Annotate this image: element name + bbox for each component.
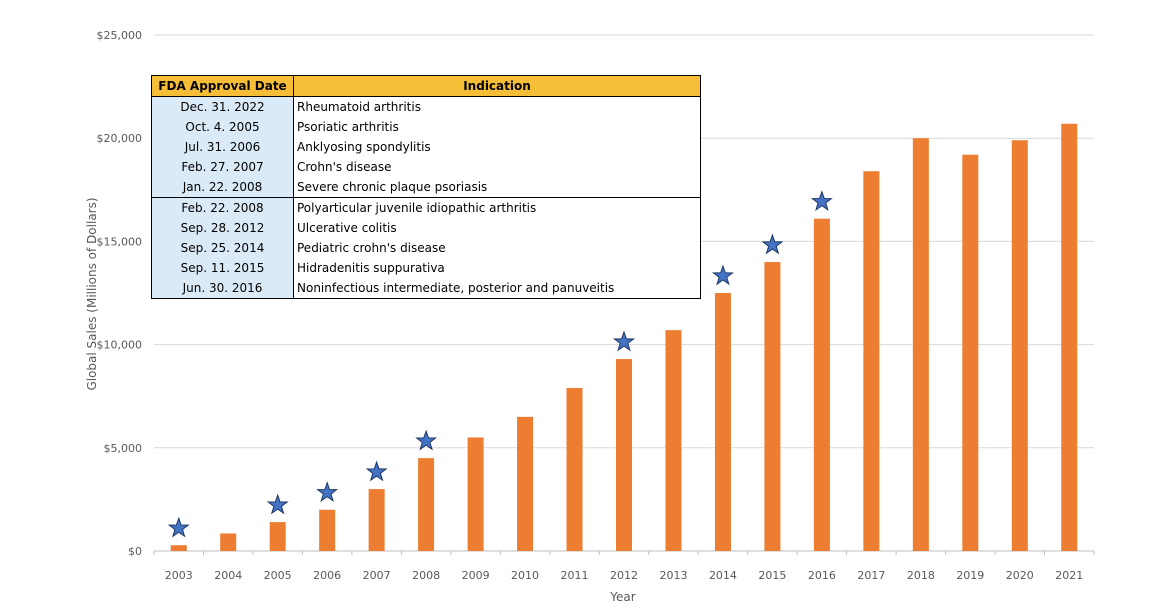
x-tick-label: 2003	[165, 569, 193, 582]
approval-star-marker	[167, 516, 190, 538]
approval-date-cell: Feb. 27. 2007	[151, 157, 294, 177]
x-tick-label: 2006	[313, 569, 341, 582]
x-tick-label: 2008	[412, 569, 440, 582]
y-axis-ticks: $0 $5,000 $10,000 $15,000 $20,000 $25,000	[97, 29, 143, 558]
x-tick-label: 2012	[610, 569, 638, 582]
table-row: Feb. 22. 2008 Polyarticular juvenile idio…	[151, 197, 701, 218]
bar-2020	[1011, 140, 1028, 552]
approval-date-cell: Sep. 11. 2015	[151, 258, 294, 278]
approval-date-cell: Jun. 30. 2016	[151, 278, 294, 299]
x-tick-label: 2007	[363, 569, 391, 582]
approval-markers	[167, 190, 833, 538]
bar-2021	[1061, 123, 1078, 551]
bar-2006	[319, 509, 336, 551]
table-row: Sep. 11. 2015 Hidradenitis suppurativa	[151, 258, 701, 278]
bars	[170, 123, 1078, 552]
bar-2004	[220, 533, 237, 551]
table-row: Sep. 25. 2014 Pediatric crohn's disease	[151, 238, 701, 258]
approval-date-cell: Sep. 25. 2014	[151, 238, 294, 258]
x-tick-label: 2020	[1006, 569, 1034, 582]
table-row: Jun. 30. 2016 Noninfectious intermediate,…	[151, 278, 701, 299]
bar-2019	[962, 154, 979, 551]
bar-2009	[467, 437, 484, 551]
bar-2012	[616, 359, 632, 551]
table-row: Sep. 28. 2012 Ulcerative colitis	[151, 218, 701, 238]
x-tick-label: 2019	[956, 569, 984, 582]
y-tick-label: $10,000	[97, 339, 143, 352]
indication-cell: Anklyosing spondylitis	[293, 137, 701, 157]
approval-date-cell: Jul. 31. 2006	[151, 137, 294, 157]
indication-cell: Psoriatic arthritis	[293, 117, 701, 137]
approval-star-marker	[761, 233, 784, 255]
approval-star-marker	[810, 190, 833, 212]
x-tick-label: 2021	[1055, 569, 1083, 582]
table-row: Feb. 27. 2007 Crohn's disease	[151, 157, 701, 177]
x-tick-label: 2014	[709, 569, 737, 582]
x-tick-label: 2005	[264, 569, 292, 582]
approval-star-marker	[266, 493, 289, 515]
approval-date-cell: Oct. 4. 2005	[151, 117, 294, 137]
y-axis-title: Global Sales (Millions of Dollars)	[85, 197, 99, 390]
indication-cell: Noninfectious intermediate, posterior an…	[293, 278, 701, 299]
y-tick-label: $25,000	[97, 29, 143, 42]
x-tick-label: 2010	[511, 569, 539, 582]
table-row: Jan. 22. 2008 Severe chronic plaque psori…	[151, 177, 701, 198]
x-tick-label: 2013	[659, 569, 687, 582]
indication-cell: Pediatric crohn's disease	[293, 238, 701, 258]
approval-star-marker	[711, 264, 734, 286]
bar-2005	[269, 522, 286, 551]
bar-2014	[714, 293, 731, 551]
y-tick-label: $0	[128, 545, 142, 558]
table-body: Dec. 31. 2022 Rheumatoid arthritis Oct. 4.…	[151, 96, 701, 299]
indication-cell: Polyarticular juvenile idiopathic arthri…	[293, 197, 701, 218]
x-tick-label: 2009	[462, 569, 490, 582]
approval-star-marker	[316, 481, 339, 503]
y-tick-label: $5,000	[104, 442, 143, 455]
bar-2016	[813, 218, 830, 552]
x-axis-ticks: 2003 2004 2005 2006 2007 2008 2009 2010 2011 2012…	[165, 569, 1084, 582]
indication-cell: Hidradenitis suppurativa	[293, 258, 701, 278]
bar-2011	[566, 387, 583, 551]
indication-cell: Ulcerative colitis	[293, 218, 701, 238]
table-header-row: FDA Approval Date Indication	[151, 75, 701, 97]
x-tick-label: 2016	[808, 569, 836, 582]
x-tick-label: 2018	[907, 569, 935, 582]
approval-date-cell: Dec. 31. 2022	[151, 96, 294, 117]
x-tick-label: 2004	[214, 569, 242, 582]
x-tick-label: 2015	[758, 569, 786, 582]
table-row: Jul. 31. 2006 Anklyosing spondylitis	[151, 137, 701, 157]
approval-date-cell: Sep. 28. 2012	[151, 218, 294, 238]
y-tick-label: $15,000	[97, 235, 143, 248]
table-row: Dec. 31. 2022 Rheumatoid arthritis	[151, 96, 701, 117]
fda-approval-table: FDA Approval Date Indication Dec. 31. 20…	[151, 75, 701, 299]
bar-2007	[368, 489, 385, 551]
approval-star-marker	[365, 460, 388, 482]
y-tick-label: $20,000	[97, 132, 143, 145]
approval-date-cell: Feb. 22. 2008	[151, 197, 294, 218]
indication-cell: Rheumatoid arthritis	[293, 96, 701, 117]
approval-date-cell: Jan. 22. 2008	[151, 177, 294, 198]
header-indication: Indication	[293, 75, 701, 97]
x-tick-label: 2017	[857, 569, 885, 582]
bar-2003	[170, 545, 187, 551]
bar-2008	[418, 458, 435, 551]
bar-2018	[912, 138, 929, 551]
x-axis-title: Year	[609, 590, 635, 604]
bar-2017	[863, 171, 880, 551]
approval-star-marker	[613, 330, 635, 352]
approval-star-marker	[415, 429, 438, 451]
bar-2013	[665, 330, 682, 551]
bar-2015	[764, 262, 781, 551]
table-row: Oct. 4. 2005 Psoriatic arthritis	[151, 117, 701, 137]
indication-cell: Crohn's disease	[293, 157, 701, 177]
header-approval-date: FDA Approval Date	[151, 75, 294, 97]
x-tick-label: 2011	[561, 569, 589, 582]
indication-cell: Severe chronic plaque psoriasis	[293, 177, 701, 198]
bar-2010	[517, 416, 534, 551]
